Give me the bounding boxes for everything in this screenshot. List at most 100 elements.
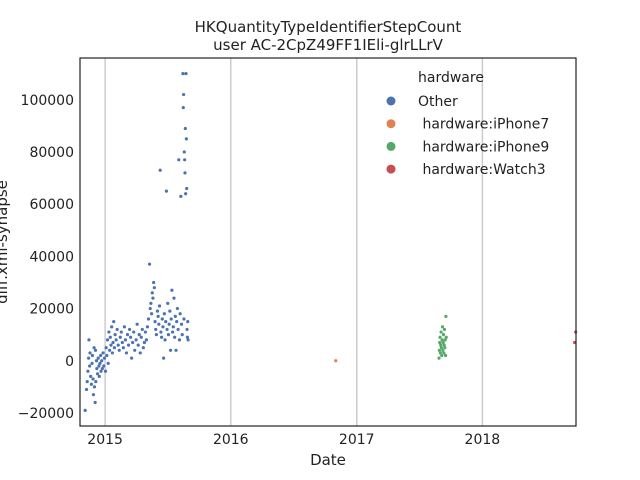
data-point: [105, 353, 109, 358]
data-point: [158, 168, 162, 172]
data-point: [144, 338, 149, 342]
data-point: [184, 137, 188, 141]
data-point: [133, 348, 137, 352]
legend-marker: [386, 164, 396, 174]
data-point: [438, 340, 442, 345]
data-point: [166, 333, 171, 337]
data-point: [92, 346, 96, 350]
data-point: [114, 338, 118, 342]
data-point: [178, 312, 182, 316]
data-point: [137, 333, 141, 337]
data-point: [136, 343, 140, 347]
data-point: [162, 356, 166, 360]
data-point: [171, 325, 175, 329]
data-point: [91, 377, 95, 381]
data-point: [184, 72, 188, 76]
data-point: [165, 327, 169, 332]
x-axis-label: Date: [310, 451, 346, 469]
data-point: [145, 325, 150, 329]
data-point: [442, 351, 446, 355]
data-point: [439, 330, 443, 334]
data-point: [185, 186, 189, 191]
data-point: [168, 309, 172, 313]
data-point: [95, 372, 100, 376]
data-point: [443, 353, 448, 358]
data-point: [173, 335, 177, 339]
data-point: [441, 340, 445, 345]
y-tick-label: 0: [65, 354, 74, 370]
data-point: [125, 333, 130, 337]
data-point: [170, 288, 174, 292]
data-point: [124, 351, 129, 355]
data-point: [96, 356, 100, 360]
plot-area-frame: [79, 57, 577, 427]
data-point: [148, 306, 152, 311]
data-point: [177, 338, 182, 342]
data-point: [140, 327, 144, 332]
data-point: [150, 291, 154, 295]
data-point: [182, 317, 186, 321]
data-point: [438, 335, 442, 339]
data-point: [89, 382, 93, 386]
data-point: [440, 338, 444, 342]
data-point: [110, 325, 114, 329]
data-point: [444, 335, 448, 339]
x-tick-label: 2017: [339, 432, 375, 448]
data-point: [164, 320, 168, 324]
x-tick-label: 2015: [87, 432, 123, 448]
x-tick-label: 2018: [465, 432, 501, 448]
data-point: [98, 361, 102, 365]
data-point: [437, 348, 441, 352]
y-tick-label: −20000: [18, 406, 74, 422]
data-point: [90, 361, 94, 365]
data-point: [109, 343, 113, 347]
data-point: [92, 385, 97, 389]
data-point: [146, 317, 151, 321]
data-point: [83, 408, 87, 412]
data-point: [88, 351, 92, 355]
data-point: [186, 320, 190, 324]
data-point: [441, 348, 445, 352]
data-point: [100, 366, 104, 371]
y-axis-ticks: −20000 0 20000 40000 60000 80000 100000: [18, 93, 74, 422]
data-point: [438, 351, 442, 355]
data-point: [131, 340, 135, 345]
data-point: [152, 286, 156, 290]
data-point: [154, 327, 158, 332]
data-point: [101, 351, 105, 355]
data-point: [147, 262, 152, 266]
data-point: [112, 346, 117, 350]
y-tick-label: 100000: [21, 93, 74, 109]
data-point: [183, 126, 187, 131]
data-point: [175, 306, 180, 311]
data-point: [106, 361, 110, 365]
data-point: [439, 346, 444, 350]
data-point: [163, 338, 167, 342]
data-point: [153, 320, 157, 324]
data-point: [157, 304, 162, 308]
data-point: [183, 171, 187, 175]
data-point: [156, 314, 160, 318]
data-point: [95, 366, 99, 371]
data-point: [112, 320, 116, 324]
data-point: [185, 327, 189, 332]
data-point: [113, 333, 117, 337]
chart-subtitle: user AC-2CpZ49FF1IEli-glrLLrV: [213, 36, 443, 54]
data-point: [121, 346, 125, 350]
data-point: [111, 340, 115, 345]
data-point: [94, 380, 98, 384]
data-point: [97, 364, 101, 368]
data-point: [99, 353, 103, 358]
y-tick-label: 20000: [29, 302, 74, 318]
data-point: [135, 322, 139, 326]
chart-title: HKQuantityTypeIdentifierStepCount: [195, 18, 462, 36]
data-point: [173, 314, 177, 318]
data-point: [116, 343, 120, 347]
data-point: [164, 189, 168, 193]
data-point: [130, 356, 134, 360]
data-point: [93, 348, 98, 352]
data-point: [100, 359, 104, 363]
data-point: [123, 338, 128, 342]
data-point: [181, 72, 185, 76]
